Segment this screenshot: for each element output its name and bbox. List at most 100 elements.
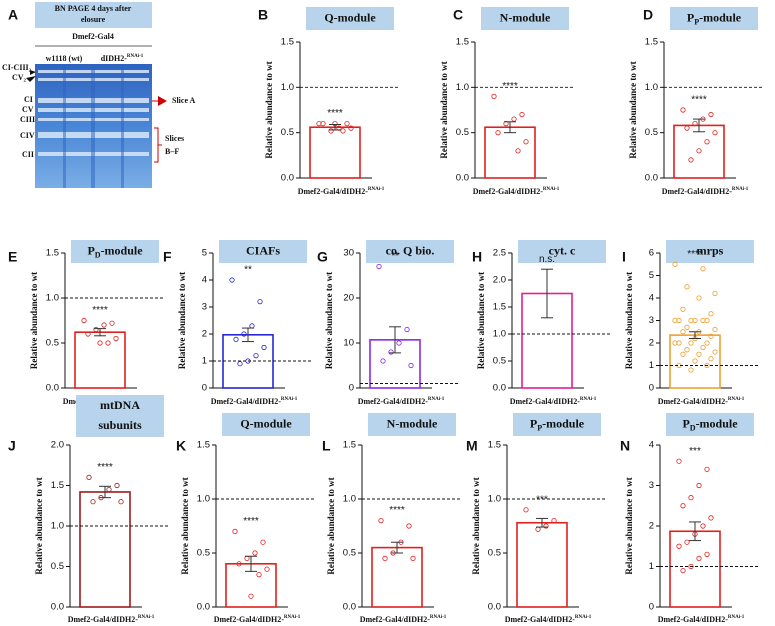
y-tick-label: 30 <box>343 248 354 259</box>
data-point <box>688 157 694 163</box>
category-sup: RNAi-1 <box>728 397 745 402</box>
data-point <box>86 474 92 480</box>
y-tick-label: 1.0 <box>51 521 64 532</box>
title-box <box>518 240 606 263</box>
chart-title: cyt. c <box>549 243 576 257</box>
band-arrow <box>30 70 36 75</box>
category-text: Dmef2-Gal4/dIDH2- <box>658 615 729 624</box>
data-point <box>248 593 254 599</box>
data-point <box>704 466 710 472</box>
y-tick-label: 1.5 <box>488 440 501 451</box>
category-text: Dmef2-Gal4/dIDH2- <box>68 615 139 624</box>
title-box <box>71 240 159 263</box>
error-bar <box>329 124 341 131</box>
data-point <box>696 148 702 154</box>
data-point <box>684 347 690 353</box>
data-point <box>680 107 686 113</box>
data-point <box>672 317 678 324</box>
band-label: CIV <box>20 131 35 140</box>
data-point <box>408 362 414 369</box>
data-point <box>676 340 682 346</box>
category-sup: RNAi-1 <box>284 615 301 620</box>
panel-letter: J <box>8 438 16 454</box>
data-point <box>404 326 410 333</box>
category-sup: RNAi-1 <box>430 615 447 620</box>
x-tick-label: Dmef2-Gal4/dIDH2-RNAi-1 <box>662 187 749 196</box>
category-sup: RNAi-1 <box>138 615 155 620</box>
data-point <box>523 507 529 513</box>
panel: N PD-module 0 1 2 3 4 Relative abundance to wt D… <box>620 413 760 624</box>
data-point <box>712 326 718 333</box>
x-tick-label: Dmef2-Gal4/dIDH2-RNAi-1 <box>298 187 385 196</box>
y-axis-label: Relative abundance to wt <box>624 477 634 574</box>
data-point <box>543 523 549 529</box>
gel-panel: A BN PAGE 4 days after elosure Dmef2-Gal… <box>2 2 196 188</box>
data-point <box>712 290 718 297</box>
chart-title: mrps <box>697 243 724 257</box>
band-label: CI <box>24 95 33 104</box>
x-tick-label: Dmef2-Gal4/dIDH2-RNAi-1 <box>360 615 447 624</box>
error-bar <box>504 121 516 134</box>
chart-title: N-module <box>500 10 551 24</box>
significance-label: **** <box>502 81 518 92</box>
y-tick-label: 4 <box>202 275 207 286</box>
data-point <box>491 93 497 100</box>
category-text: Dmef2-Gal4/dIDH2- <box>360 615 431 624</box>
data-point <box>519 111 525 118</box>
chart-title: Q-module <box>240 416 292 430</box>
x-tick-label: Dmef2-Gal4/dIDH2-RNAi-1 <box>473 187 560 196</box>
data-point <box>688 495 694 501</box>
data-point <box>535 526 541 532</box>
category-text: Dmef2-Gal4/dIDH2- <box>473 187 544 196</box>
data-point <box>700 317 706 324</box>
data-point <box>680 329 686 335</box>
data-point <box>344 121 350 127</box>
chart-title: Q-module <box>324 10 376 24</box>
title-box <box>666 413 754 436</box>
y-tick-label: 0 <box>649 383 654 394</box>
panel: F CIAFs 0 1 2 3 4 5 Relative abundance to wt Dmef… <box>163 240 313 406</box>
data-point <box>708 515 714 521</box>
y-tick-label: 1.0 <box>281 82 294 93</box>
y-tick-label: 3 <box>649 315 654 326</box>
y-tick-label: 0.5 <box>51 561 64 572</box>
bar <box>484 126 536 179</box>
title-box <box>481 7 569 30</box>
category-sup: RNAi-1 <box>428 397 445 402</box>
panel-letter: G <box>317 249 328 265</box>
error-bar <box>391 541 403 554</box>
panel: E PD-module 0.0 0.5 1.0 1.5 Relative abundance… <box>8 240 165 406</box>
y-tick-label: 1.5 <box>46 248 59 259</box>
y-tick-label: 0.0 <box>343 602 356 613</box>
chart-title: mtDNA <box>100 398 140 412</box>
chart-title: PP-module <box>687 10 742 26</box>
bar <box>516 521 568 608</box>
y-axis-label: Relative abundance to wt <box>439 61 449 158</box>
y-tick-label: 0.0 <box>51 602 64 613</box>
data-point <box>106 486 112 493</box>
data-point <box>688 563 694 570</box>
error-bar <box>389 326 401 354</box>
bar <box>309 126 361 179</box>
significance-label: **** <box>691 95 707 106</box>
y-axis-label: Relative abundance to wt <box>180 477 190 574</box>
x-tick-label: Dmef2-Gal4/dIDH2-RNAi-1 <box>658 397 745 406</box>
error-bar <box>536 517 548 528</box>
y-tick-label: 2 <box>649 338 654 349</box>
y-tick-label: 0.5 <box>343 548 356 559</box>
data-point <box>118 499 124 505</box>
y-tick-label: 0.0 <box>456 173 469 184</box>
significance-label: ** <box>244 265 252 276</box>
y-tick-label: 2 <box>202 329 207 340</box>
lane-label-sup: RNAi-1 <box>127 54 144 59</box>
band-label: CIII <box>20 115 35 124</box>
lane-label: dIDH2-RNAi-1 <box>101 54 144 63</box>
x-tick-label: Dmef2-Gal4/dIDH2-RNAi-1 <box>658 615 745 624</box>
significance-label: **** <box>389 505 405 516</box>
data-point <box>712 349 718 355</box>
gel-header-box <box>35 2 152 28</box>
y-tick-label: 20 <box>343 293 354 304</box>
error-bar <box>94 328 106 337</box>
data-point <box>264 566 270 572</box>
